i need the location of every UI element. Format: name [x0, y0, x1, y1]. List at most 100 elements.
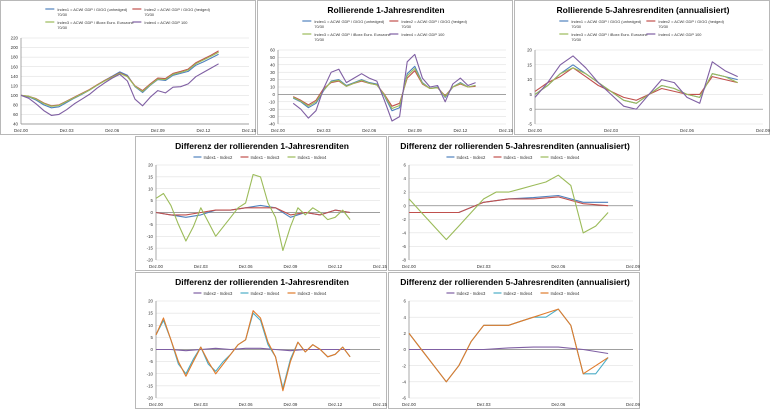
y-tick-label: 40 [270, 62, 275, 67]
x-tick-label: Dez.03 [194, 402, 208, 407]
legend-label-sub: 70/30 [144, 12, 155, 17]
x-tick-label: Dez.06 [362, 128, 376, 133]
x-tick-label: Dez.06 [551, 264, 565, 269]
chart-svg: Differenz der rollierenden 1-Jahresrendi… [147, 141, 388, 269]
legend-label: Index2 = ACWI GDP / GIGG (hedged) [144, 7, 210, 12]
chart-svg: Index1 = ACWI GDP / GIGG (unhedged)70/30… [11, 7, 257, 133]
legend-label: Index3 = ACWI GDP / iBoxx Euro. Eurozone [571, 32, 647, 37]
chart-title: Rollierende 1-Jahresrenditen [327, 5, 444, 15]
legend-label: Index1 - Index3 [250, 155, 280, 160]
legend-label-sub: 70/30 [571, 37, 582, 42]
x-tick-label: Dez.03 [60, 128, 74, 133]
legend-label: Index1 = ACWI GDP / GIGG (unhedged) [571, 19, 642, 24]
chart-rolling-1y-returns: Rollierende 1-Jahresrenditen Index1 = ACW… [257, 0, 514, 135]
y-tick-label: 200 [11, 45, 19, 50]
chart-title: Differenz der rollierenden 5-Jahresrendi… [400, 277, 630, 287]
y-tick-label: 4 [404, 176, 407, 181]
legend-label-sub: 70/30 [571, 24, 582, 29]
legend-label: Index3 = ACWI GDP / iBoxx Euro. Eurozone [57, 20, 133, 25]
y-tick-label: -20 [147, 396, 154, 401]
y-tick-label: 0 [404, 347, 407, 352]
y-tick-label: -20 [147, 258, 154, 263]
y-tick-label: -10 [269, 99, 276, 104]
x-tick-label: Dez.09 [283, 264, 297, 269]
y-tick-label: 40 [13, 122, 18, 127]
x-tick-label: Dez.09 [408, 128, 422, 133]
y-tick-label: 180 [11, 55, 19, 60]
y-tick-label: 5 [530, 92, 533, 97]
legend-label: Index3 = ACWI GDP / iBoxx Euro. Eurozone [314, 32, 390, 37]
legend-label: Index2 - Index4 [250, 291, 280, 296]
y-tick-label: 0 [151, 210, 154, 215]
y-tick-label: 20 [148, 163, 153, 168]
x-tick-label: Dez.03 [477, 402, 491, 407]
chart-svg: Rollierende 1-Jahresrenditen Index1 = ACW… [269, 5, 514, 133]
series-line-index4 [534, 55, 738, 110]
legend-label: Index1 = ACWI GDP / GIGG (unhedged) [57, 7, 128, 12]
y-tick-label: -20 [269, 107, 276, 112]
x-tick-label: Dez.12 [328, 402, 342, 407]
x-tick-label: Dez.12 [196, 128, 210, 133]
y-tick-label: 50 [270, 55, 275, 60]
y-tick-label: -15 [147, 246, 154, 251]
y-tick-label: 10 [148, 186, 153, 191]
legend-label: Index4 = ACWI GDP 100 [658, 32, 702, 37]
series-line-index3 [292, 67, 476, 110]
legend-label-sub: 70/30 [658, 24, 669, 29]
x-tick-label: Dez.06 [239, 264, 253, 269]
y-tick-label: -40 [269, 122, 276, 127]
legend-label: Index3 - Index4 [551, 291, 581, 296]
chart-svg: Differenz der rollierenden 5-Jahresrendi… [400, 141, 640, 269]
x-tick-label: Dez.00 [402, 264, 416, 269]
y-tick-label: -4 [402, 379, 406, 384]
y-tick-label: 0 [273, 92, 276, 97]
series-line-index4 [292, 53, 476, 122]
y-tick-label: -5 [149, 222, 153, 227]
chart-diff-1y-b: Differenz der rollierenden 1-Jahresrendi… [135, 272, 388, 409]
y-tick-label: -10 [147, 234, 154, 239]
y-tick-label: 20 [527, 48, 532, 53]
legend-label: Index2 = ACWI GDP / GIGG (hedged) [401, 19, 467, 24]
legend-label: Index2 - Index3 [203, 291, 233, 296]
y-tick-label: -6 [402, 396, 406, 401]
series-line-index4 [20, 63, 219, 116]
chart-diff-5y-b: Differenz der rollierenden 5-Jahresrendi… [388, 272, 641, 409]
y-tick-label: -6 [402, 244, 406, 249]
legend-label-sub: 70/30 [57, 12, 68, 17]
series-line-index3-index4 [408, 308, 609, 383]
series-line-index2-index3 [156, 347, 351, 352]
series-line-index1-index3 [409, 196, 609, 214]
series-line-index1 [20, 53, 219, 109]
legend-label: Index4 = ACWI GDP 100 [401, 32, 445, 37]
legend-label: Index2 = ACWI GDP / GIGG (hedged) [658, 19, 724, 24]
x-tick-label: Dez.06 [551, 402, 565, 407]
chart-rolling-5y-returns: Rollierende 5-Jahresrenditen (annualisie… [514, 0, 770, 135]
y-tick-label: 2 [404, 331, 407, 336]
x-tick-label: Dez.15 [499, 128, 513, 133]
chart-diff-5y-a: Differenz der rollierenden 5-Jahresrendi… [388, 136, 641, 271]
chart-title: Differenz der rollierenden 5-Jahresrendi… [400, 141, 630, 151]
chart-title: Differenz der rollierenden 1-Jahresrendi… [175, 141, 349, 151]
y-tick-label: 6 [404, 299, 407, 304]
legend-label: Index3 - Index4 [298, 291, 328, 296]
legend-label: Index1 - Index2 [456, 155, 486, 160]
x-tick-label: Dez.03 [604, 128, 618, 133]
y-tick-label: 10 [270, 85, 275, 90]
series-line-index3-index4 [155, 310, 351, 392]
x-tick-label: Dez.06 [105, 128, 119, 133]
y-tick-label: 15 [148, 311, 153, 316]
chart-svg: Differenz der rollierenden 5-Jahresrendi… [400, 277, 640, 407]
x-tick-label: Dez.03 [194, 264, 208, 269]
series-line-index2 [20, 50, 219, 107]
x-tick-label: Dez.15 [373, 264, 387, 269]
y-tick-label: 2 [404, 190, 407, 195]
legend-label: Index1 - Index4 [551, 155, 581, 160]
legend-label-sub: 70/30 [314, 37, 325, 42]
x-tick-label: Dez.03 [317, 128, 331, 133]
legend-label-sub: 70/30 [57, 25, 68, 30]
x-tick-label: Dez.09 [283, 402, 297, 407]
y-tick-label: 60 [13, 112, 18, 117]
x-tick-label: Dez.00 [528, 128, 542, 133]
x-tick-label: Dez.00 [149, 264, 163, 269]
y-tick-label: -30 [269, 114, 276, 119]
